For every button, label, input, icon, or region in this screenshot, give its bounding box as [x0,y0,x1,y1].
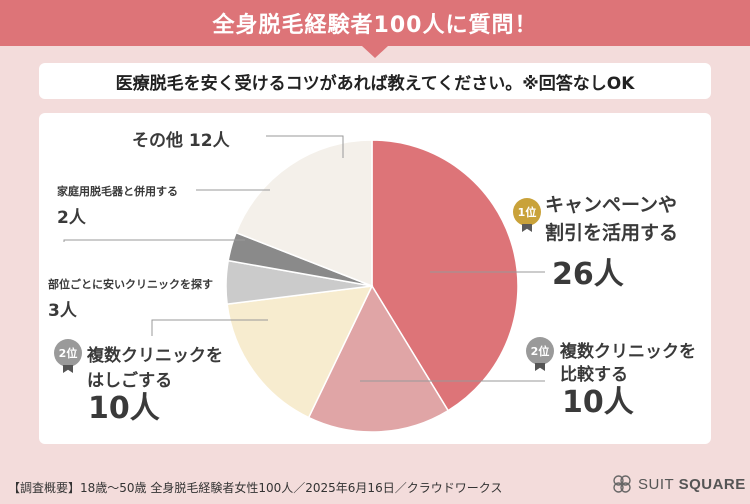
label-compare-count: 10人 [562,385,634,420]
brand-name-light: SUIT [638,475,674,493]
rank-badge-2-compare: 2位 [526,337,554,365]
rank-ribbon-2-compare [535,363,545,371]
label-hashigo-count: 10人 [88,391,160,426]
page-title: 全身脱毛経験者100人に質問！ [212,13,538,38]
question-box: 医療脱毛を安く受けるコツがあれば教えてください。※回答なしOK [39,63,711,99]
rank-badge-1: 1位 [513,198,541,226]
pie-slice-other [235,139,373,288]
brand-name: SUIT SQUARE [638,476,746,493]
label-compare-line1: 複数クリニックを [560,342,696,362]
label-home-count: 2人 [57,208,86,228]
brand-name-bold: SQUARE [678,475,746,493]
label-hashigo-line1: 複数クリニックを [87,346,223,366]
header-banner: 全身脱毛経験者100人に質問！ [0,0,750,46]
label-parts-text: 部位ごとに安いクリニックを探す [48,278,213,291]
rank-badge-2-hashigo: 2位 [54,339,82,367]
brand-mark-icon [613,475,631,493]
question-text: 医療脱毛を安く受けるコツがあれば教えてください。※回答なしOK [115,73,635,94]
pie-slice-hashigo [226,285,374,419]
label-home-text: 家庭用脱毛器と併用する [57,185,178,198]
leader-parts [63,239,245,242]
label-campaign-line1: キャンペーンや [545,194,678,216]
label-campaign-line2: 割引を活用する [545,222,679,244]
label-compare-line2: 比較する [560,365,628,385]
label-campaign-count: 26人 [552,257,624,292]
pie-slice-campaign [371,139,519,412]
brand-logo: SUIT SQUARE [612,474,746,494]
leader-other [266,135,344,158]
survey-note: 【調査概要】18歳〜50歳 全身脱毛経験者女性100人／2025年6月16日／ク… [8,481,503,495]
rank-ribbon-2-hashigo [63,365,73,373]
leader-hashigo [151,319,268,336]
label-hashigo-line2: はしごする [87,371,173,391]
label-parts-count: 3人 [48,301,77,321]
label-other: その他 12人 [132,131,230,151]
pie-slice-compare [307,284,450,433]
header-notch [362,46,388,58]
rank-ribbon-1 [522,224,532,232]
